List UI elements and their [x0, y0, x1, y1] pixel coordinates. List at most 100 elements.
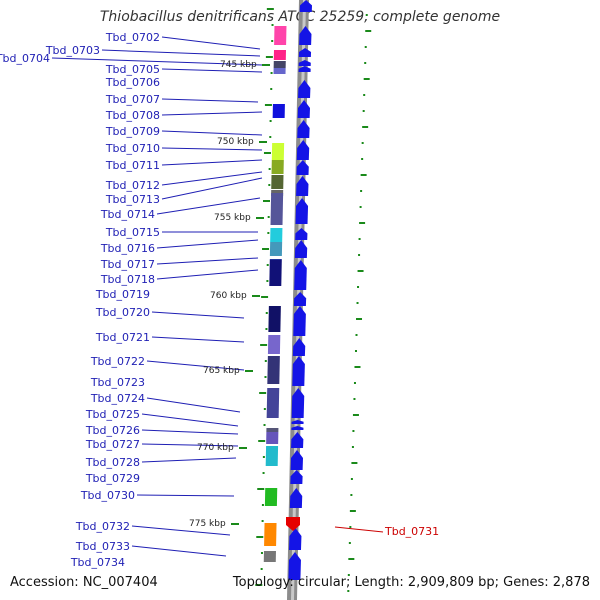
gene-label[interactable]: Tbd_0713 [105, 193, 160, 206]
leader-line [161, 177, 263, 200]
cog-box [266, 432, 279, 444]
kbp-tick [231, 523, 239, 525]
gene-label[interactable]: Tbd_0729 [85, 472, 140, 485]
kbp-marker: 750 kbp [217, 137, 254, 147]
leader-line [161, 159, 263, 166]
gene-label[interactable]: Tbd_0720 [95, 306, 150, 319]
gene-arrow[interactable] [297, 100, 310, 118]
gc-tick [255, 584, 263, 586]
gene-arrow[interactable] [299, 0, 312, 12]
gc-tick [357, 270, 364, 272]
gene-label[interactable]: Tbd_0718 [100, 273, 155, 286]
gene-label[interactable]: Tbd_0703 [45, 44, 100, 57]
gene-arrow[interactable] [297, 120, 310, 138]
gene-label[interactable]: Tbd_0712 [105, 179, 160, 192]
gene-label[interactable]: Tbd_0711 [105, 159, 160, 172]
gene-label[interactable]: Tbd_0733 [75, 540, 130, 553]
gene-label[interactable]: Tbd_0717 [100, 258, 155, 271]
gene-arrow[interactable] [289, 528, 302, 550]
gene-arrow[interactable] [294, 260, 307, 290]
leader-line [141, 429, 239, 435]
gene-arrow[interactable] [292, 338, 306, 356]
leader-line [156, 269, 259, 280]
gene-arrow[interactable] [299, 26, 312, 45]
gc-tick [359, 206, 362, 208]
gene-label[interactable]: Tbd_0710 [105, 142, 160, 155]
gene-label[interactable]: Tbd_0723 [90, 376, 145, 389]
gc-tick [349, 510, 356, 512]
gene-arrow[interactable] [291, 426, 304, 430]
kbp-marker: 765 kbp [203, 366, 240, 376]
gene-label[interactable]: Tbd_0714 [100, 208, 155, 221]
leader-line [156, 197, 261, 215]
gene-arrow[interactable] [291, 420, 304, 424]
gene-label[interactable]: Tbd_0734 [70, 556, 125, 569]
cog-box [274, 26, 287, 45]
gc-tick [270, 72, 273, 74]
gene-arrow[interactable] [298, 80, 311, 98]
gene-arrow[interactable] [298, 60, 311, 66]
gene-arrow[interactable] [293, 306, 306, 336]
kbp-tick [262, 64, 270, 66]
gc-tick [349, 526, 352, 528]
gc-tick [362, 110, 365, 112]
gene-label[interactable]: Tbd_0722 [90, 355, 145, 368]
accession-text: Accession: NC_007404 [10, 575, 158, 590]
label-leader-lines [51, 36, 384, 557]
gene-arrow[interactable] [296, 140, 310, 160]
gene-arrow[interactable] [295, 228, 308, 240]
gene-label[interactable]: Tbd_0726 [85, 424, 140, 437]
gc-tick [271, 40, 274, 42]
gene-label[interactable]: Tbd_0715 [105, 226, 160, 239]
gc-tick [262, 248, 270, 250]
gene-label[interactable]: Tbd_0705 [105, 63, 160, 76]
gc-tick [354, 350, 357, 352]
gc-tick [271, 24, 274, 26]
gene-arrow[interactable] [290, 450, 303, 470]
gene-arrow[interactable] [291, 432, 304, 448]
gene-label[interactable]: Tbd_0731 [384, 525, 439, 538]
gene-arrow[interactable] [288, 552, 301, 580]
cog-box [268, 306, 281, 332]
gene-arrow[interactable] [296, 160, 309, 175]
gene-arrow[interactable] [298, 66, 311, 72]
cog-box [267, 335, 281, 354]
leader-line [161, 68, 263, 73]
gc-tick [353, 398, 356, 400]
gene-label[interactable]: Tbd_0730 [80, 489, 135, 502]
gene-label[interactable]: Tbd_0728 [85, 456, 140, 469]
gene-arrow[interactable] [291, 388, 305, 418]
gene-arrow[interactable] [295, 198, 309, 224]
gene-label[interactable]: Tbd_0709 [105, 125, 160, 138]
gene-arrow[interactable] [294, 240, 308, 258]
leader-line [334, 526, 384, 533]
gene-arrow[interactable] [292, 356, 305, 386]
gene-label[interactable]: Tbd_0719 [95, 288, 150, 301]
gene-label[interactable]: Tbd_0708 [105, 109, 160, 122]
gc-tick [347, 590, 350, 592]
leader-line [161, 36, 261, 50]
gene-label[interactable]: Tbd_0724 [90, 392, 145, 405]
gene-label[interactable]: Tbd_0732 [75, 520, 130, 533]
gene-label[interactable]: Tbd_0716 [100, 242, 155, 255]
cog-box [269, 259, 282, 260]
gene-arrow[interactable] [293, 292, 307, 306]
gc-tick [258, 440, 266, 442]
gene-arrow[interactable] [296, 176, 309, 196]
gc-tick [364, 46, 367, 48]
gc-tick [348, 542, 351, 544]
gene-label[interactable]: Tbd_0707 [105, 93, 160, 106]
gene-arrow[interactable] [290, 470, 303, 484]
gene-label[interactable]: Tbd_0702 [105, 31, 160, 44]
gene-label[interactable]: Tbd_0721 [95, 331, 150, 344]
gene-label[interactable]: Tbd_0725 [85, 408, 140, 421]
gene-label[interactable]: Tbd_0727 [85, 438, 140, 451]
gene-arrow[interactable] [298, 48, 312, 57]
leader-line [131, 545, 227, 557]
gene-label[interactable]: Tbd_0706 [105, 76, 160, 89]
gene-arrow[interactable] [289, 488, 303, 508]
gc-tick [351, 446, 354, 448]
reverse-gene-arrow[interactable] [286, 517, 300, 531]
gene-label[interactable]: Tbd_0704 [0, 52, 50, 65]
